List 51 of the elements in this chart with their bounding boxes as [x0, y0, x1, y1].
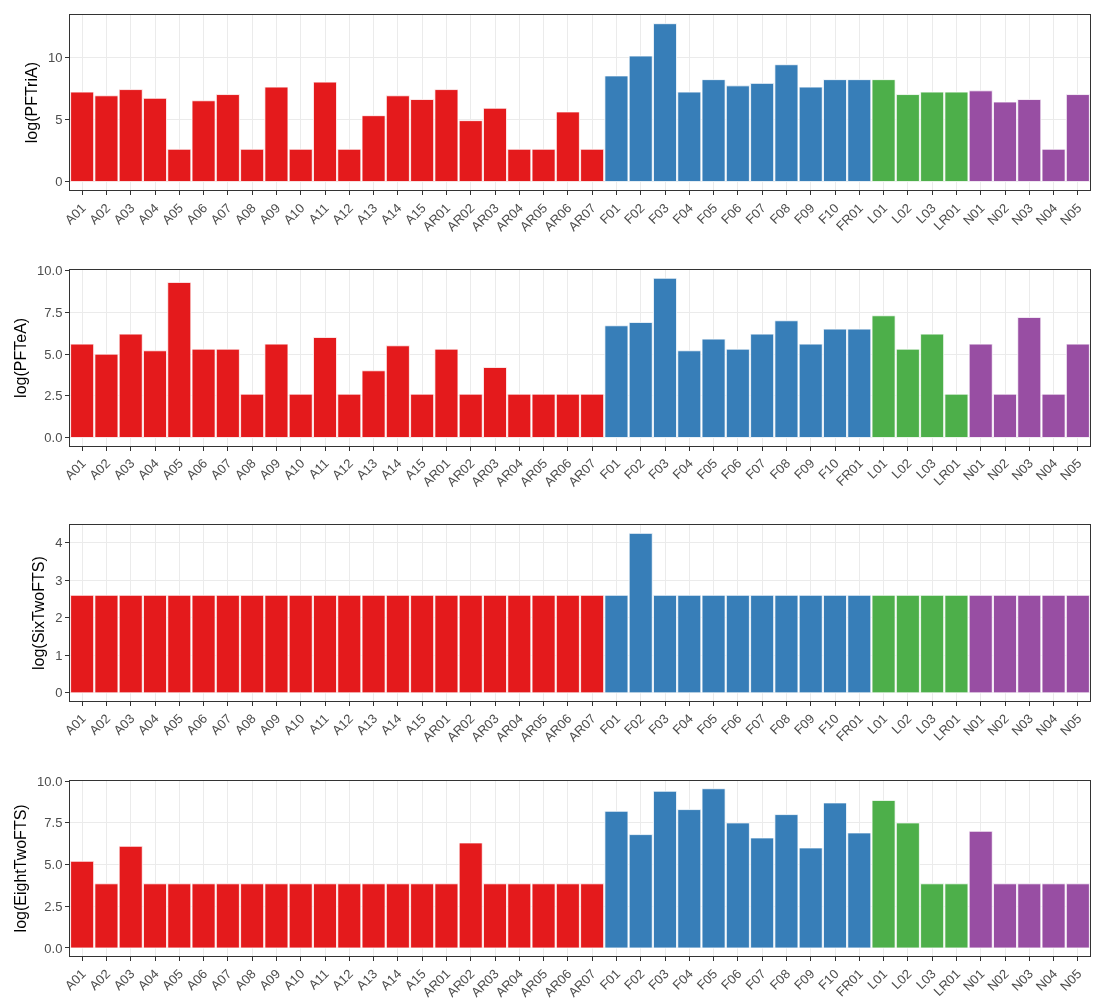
x-tick-label: A11	[305, 200, 332, 227]
x-tick-label: F06	[718, 455, 745, 483]
x-tick-label: F03	[645, 455, 672, 483]
y-tick-label: 1	[55, 647, 63, 663]
x-tick-label: F06	[718, 710, 745, 738]
y-tick-label: 10.0	[37, 773, 63, 789]
x-tick-label: A01	[61, 966, 89, 994]
x-tick-label: A11	[305, 966, 332, 993]
y-tick-label: 10	[47, 49, 63, 65]
x-tick-label: A01	[61, 710, 89, 738]
x-tick-label: L01	[864, 966, 891, 993]
x-tick-label: F07	[742, 455, 769, 483]
x-tick-label: L01	[864, 710, 891, 737]
x-tick-label: F06	[718, 200, 745, 227]
y-tick-label: 5.0	[44, 857, 63, 873]
y-axis-title: log(PFTeA)	[11, 317, 29, 398]
y-axis-title: log(EightTwoFTS)	[11, 804, 29, 933]
x-tick-label: A11	[305, 455, 332, 482]
x-tick-label: L02	[888, 710, 915, 737]
x-tick-label: A01	[61, 455, 89, 483]
y-axis-title: log(PFTriA)	[22, 62, 40, 144]
y-tick-label: 0	[55, 174, 63, 190]
x-tick-label: F03	[645, 966, 672, 993]
x-tick-label: F07	[742, 710, 769, 738]
y-tick-label: 2.5	[44, 388, 63, 404]
y-tick-label: 7.5	[44, 304, 63, 320]
y-tick-label: 2.5	[44, 898, 63, 914]
y-tick-label: 10.0	[37, 263, 63, 279]
y-tick-label: 0.0	[44, 940, 63, 956]
x-tick-label: L01	[864, 455, 891, 482]
x-tick-label: L01	[864, 200, 891, 227]
x-tick-label: L02	[888, 966, 915, 993]
x-tick-label: A01	[61, 200, 89, 228]
x-tick-label: F03	[645, 710, 672, 738]
x-tick-label: A08	[231, 710, 259, 738]
y-tick-label: 5.0	[44, 346, 63, 362]
y-tick-label: 3	[55, 572, 63, 588]
y-tick-label: 2	[55, 610, 63, 626]
x-tick-label: L02	[888, 200, 915, 227]
y-tick-label: 4	[55, 535, 63, 551]
x-tick-label: F03	[645, 200, 672, 227]
y-tick-label: 7.5	[44, 815, 63, 831]
x-tick-label: A11	[305, 710, 332, 738]
y-tick-label: 0	[55, 685, 63, 701]
x-tick-label: L02	[888, 455, 915, 482]
y-axis-title: log(SixTwoFTS)	[30, 556, 48, 671]
y-tick-label: 5	[55, 111, 63, 127]
x-tick-label: F07	[742, 966, 769, 993]
x-tick-label: F07	[742, 200, 769, 227]
x-tick-label: F06	[718, 966, 745, 993]
y-tick-label: 0.0	[44, 430, 63, 446]
